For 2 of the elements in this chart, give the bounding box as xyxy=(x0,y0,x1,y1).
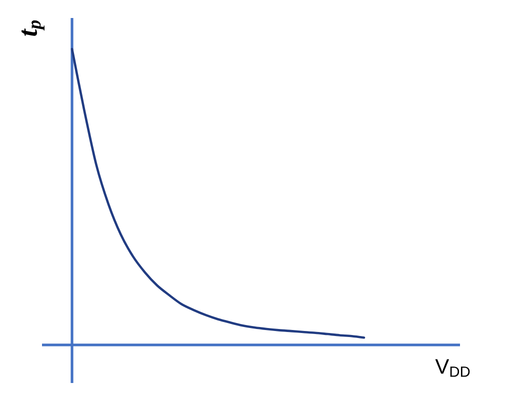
y-axis-title: t$_{p}$ xyxy=(22,20,45,36)
x-axis-title: V$_{DD}$ xyxy=(435,359,470,377)
